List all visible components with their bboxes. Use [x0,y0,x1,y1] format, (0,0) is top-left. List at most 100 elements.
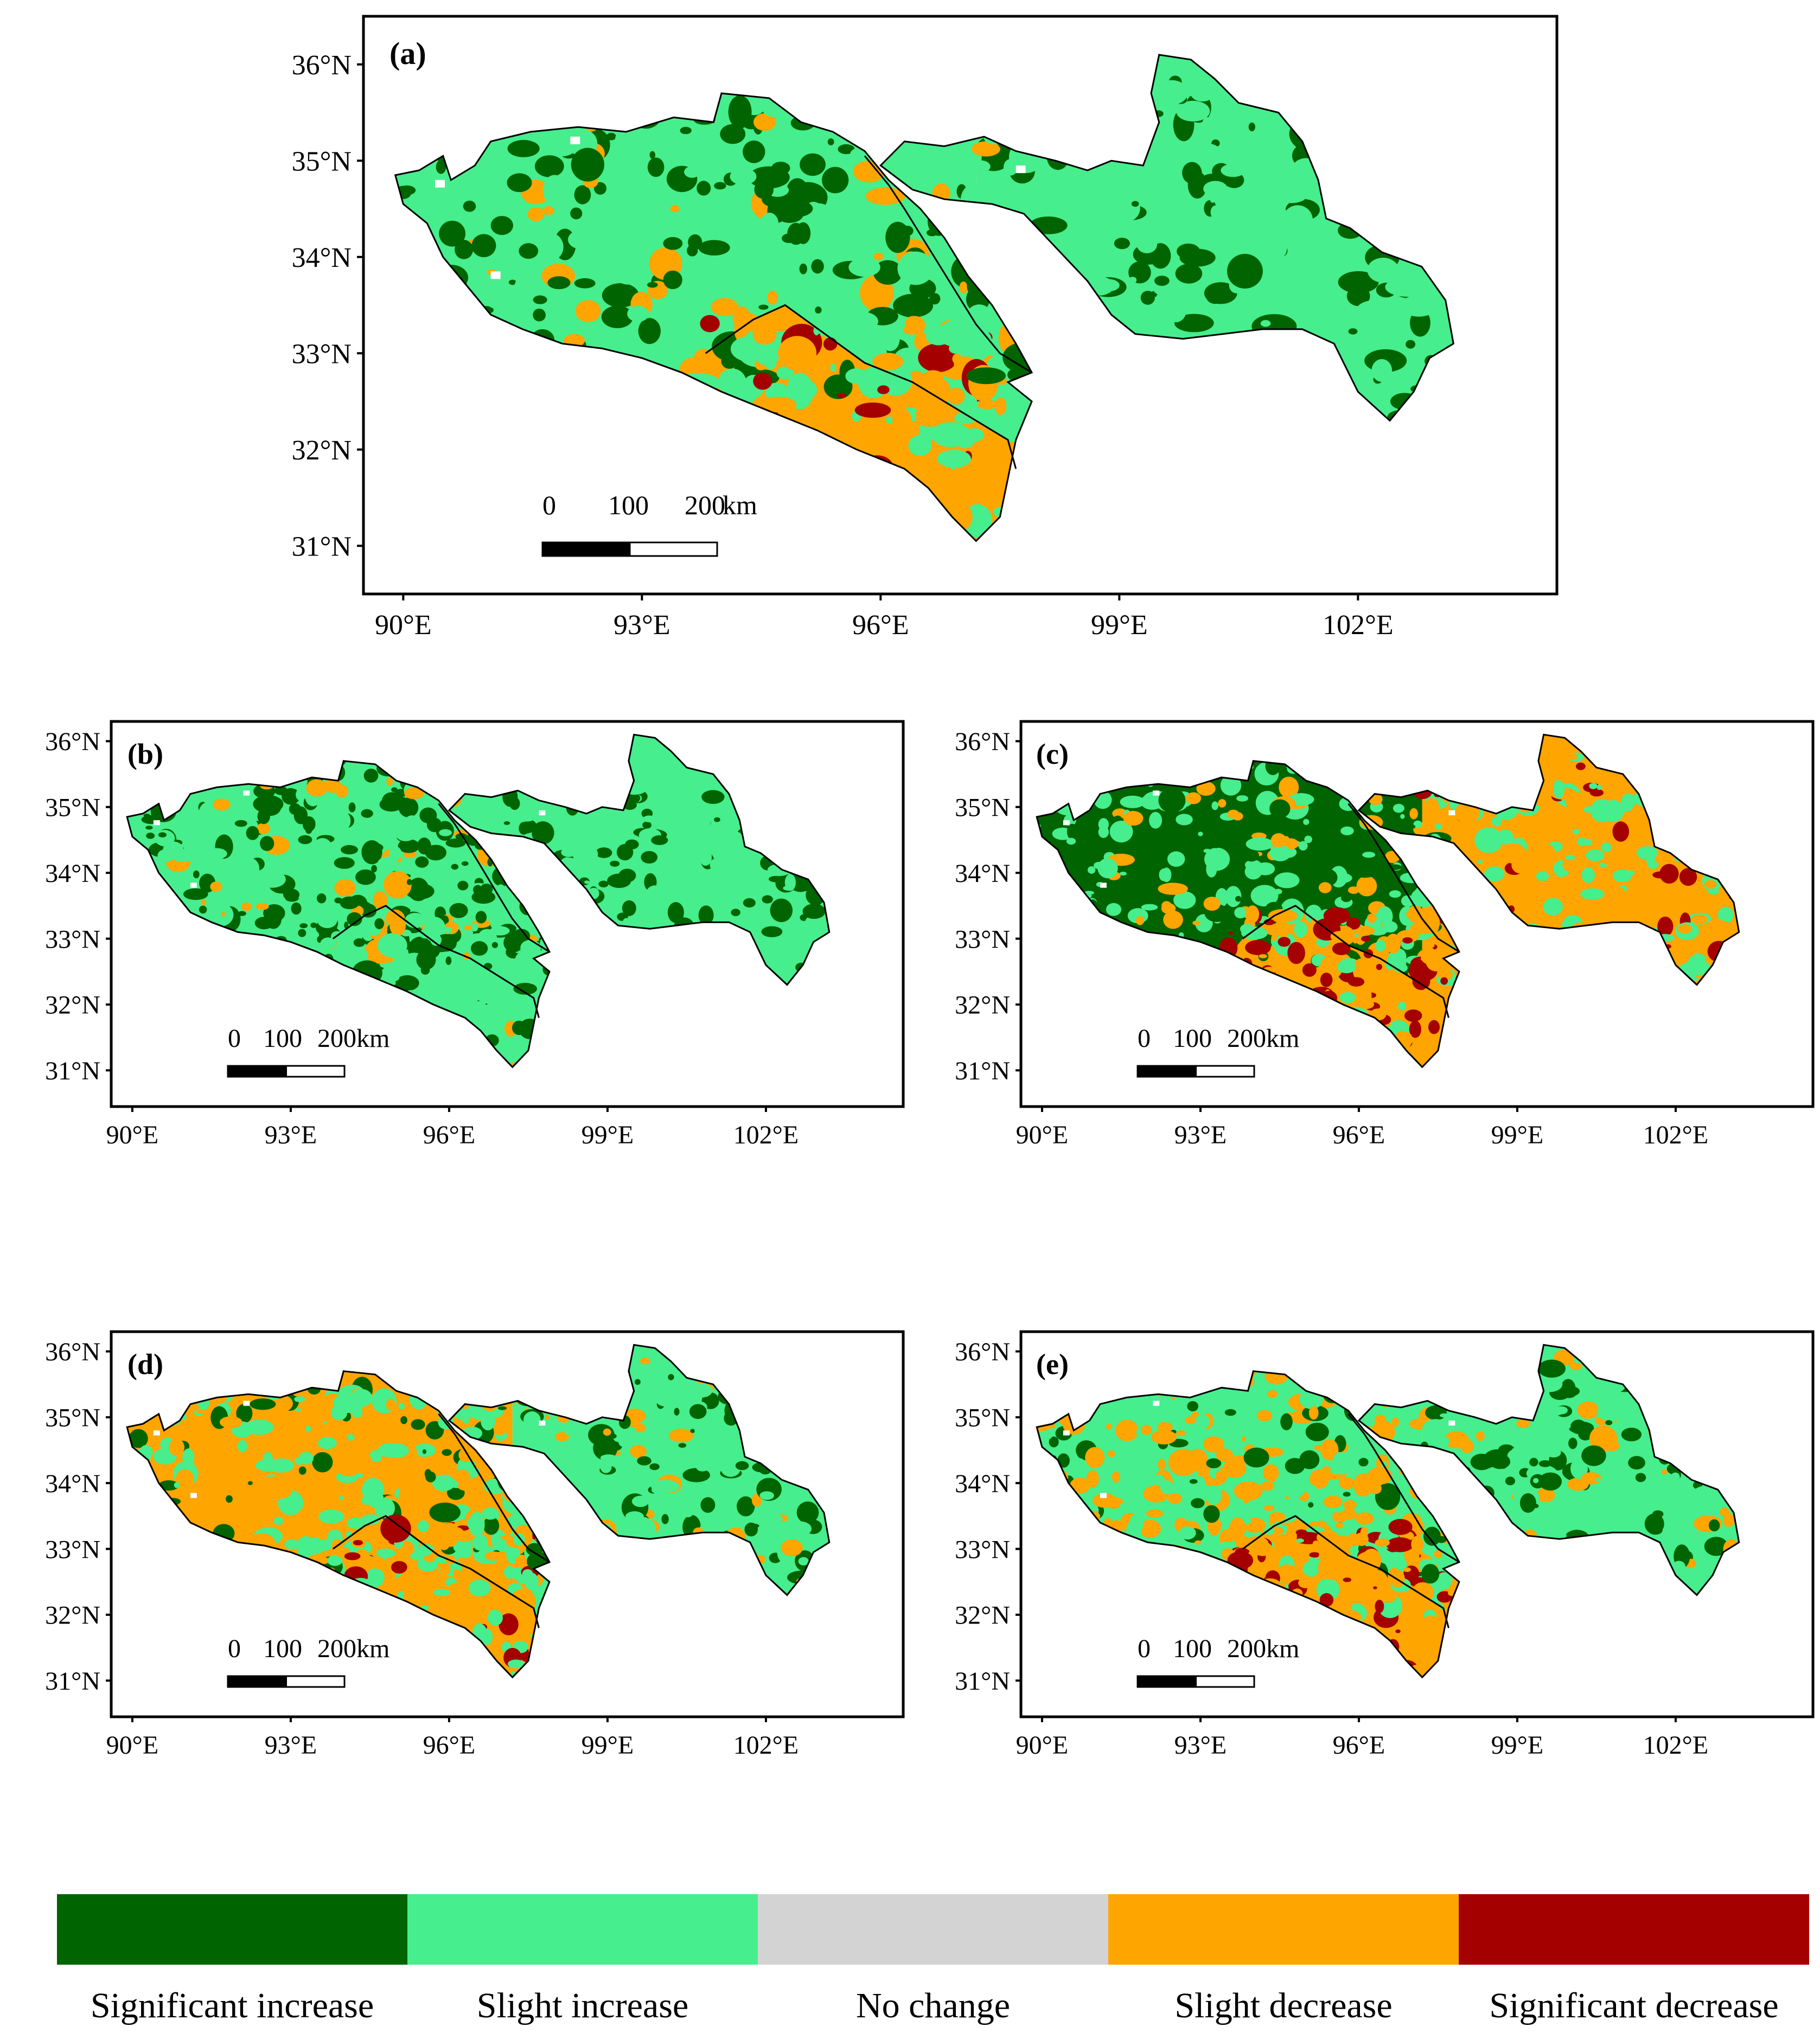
raster-patch [1304,261,1338,296]
raster-patch [1613,1468,1632,1484]
raster-patch [1274,872,1300,889]
raster-patch [453,1569,461,1580]
scale-label: 100 [1173,1634,1212,1663]
raster-patch [1161,867,1172,883]
raster-patch [539,1433,545,1440]
raster-patch [675,779,694,793]
raster-patch [892,407,912,435]
raster-patch [1219,868,1233,881]
raster-patch [386,777,393,786]
raster-patch [994,397,1007,416]
panel-label: (c) [1036,738,1069,770]
raster-patch [1087,866,1096,874]
raster-patch [786,178,809,207]
y-tick-label: 31°N [955,1667,1010,1696]
raster-patch [877,385,890,394]
raster-patch [570,207,583,220]
raster-patch [1538,1472,1562,1491]
raster-patch [1608,886,1625,899]
x-tick-label: 99°E [1091,610,1148,641]
raster-patch [442,1449,452,1456]
y-tick-label: 32°N [45,1601,100,1630]
raster-patch [320,937,336,950]
raster-patch [571,148,604,182]
raster-patch [1423,1038,1432,1044]
raster-patch [1301,977,1315,987]
y-tick-label: 31°N [45,1057,100,1085]
raster-patch [657,1492,664,1497]
raster-patch [261,1476,283,1497]
raster-patch [925,325,951,346]
raster-patch [440,172,466,203]
raster-patch [299,1429,305,1433]
raster-patch [1154,276,1170,286]
raster-patch [1672,951,1690,964]
raster-patch [1241,1436,1246,1442]
raster-patch [254,885,269,893]
raster-patch [343,1443,354,1449]
no-data-cell [1448,1420,1455,1426]
raster-patch [683,870,692,878]
raster-patch [1395,1629,1401,1633]
raster-patch [1489,1454,1510,1469]
raster-patch [298,835,312,845]
scale-label: 0 [228,1024,241,1053]
raster-patch [1163,910,1183,929]
raster-patch [784,874,796,891]
raster-patch [759,1491,775,1500]
raster-patch [1589,789,1604,797]
raster-patch [1423,1526,1441,1546]
x-tick-label: 96°E [1333,1121,1385,1149]
raster-patch [1244,1536,1269,1552]
scale-label: 0 [228,1634,241,1663]
raster-patch [490,216,513,235]
raster-patch [1071,1458,1087,1476]
raster-patch [394,1548,405,1555]
raster-patch [398,1403,405,1410]
raster-patch [1491,816,1502,827]
raster-patch [347,1517,365,1529]
raster-patch [1553,780,1565,798]
raster-patch [157,1464,170,1476]
raster-patch [1198,832,1203,836]
raster-patch [1128,277,1137,284]
raster-patch [1597,784,1602,790]
raster-patch [534,155,564,177]
raster-patch [1246,837,1274,851]
raster-patch [1589,783,1598,789]
raster-patch [1708,888,1719,895]
raster-patch [1176,100,1210,122]
raster-patch [307,1507,320,1518]
no-data-cell [190,1493,197,1498]
raster-patch [710,859,720,871]
raster-patch [545,311,558,319]
raster-patch [1388,1519,1413,1535]
raster-patch [1348,835,1356,842]
raster-patch [484,1551,503,1561]
raster-patch [1409,808,1418,820]
raster-patch [265,909,282,929]
raster-patch [716,828,722,834]
raster-patch [1131,201,1139,207]
raster-patch [649,756,659,761]
scale-label: 200 [685,490,725,520]
raster-patch [1352,1435,1365,1446]
raster-patch [699,848,712,866]
raster-patch [1236,795,1249,802]
raster-patch [1196,781,1216,796]
raster-patch [626,1517,656,1543]
raster-patch [1375,1538,1390,1547]
raster-patch [1312,1498,1319,1503]
raster-patch [1325,250,1343,263]
raster-patch [1235,896,1242,902]
raster-patch [1568,1421,1594,1434]
raster-patch [667,902,684,923]
raster-patch [1177,243,1200,259]
raster-patch [1425,798,1439,815]
raster-patch [1698,1555,1714,1581]
raster-patch [635,1423,646,1433]
raster-patch [1273,1541,1292,1550]
raster-patch [698,879,712,893]
raster-patch [1391,1417,1400,1427]
